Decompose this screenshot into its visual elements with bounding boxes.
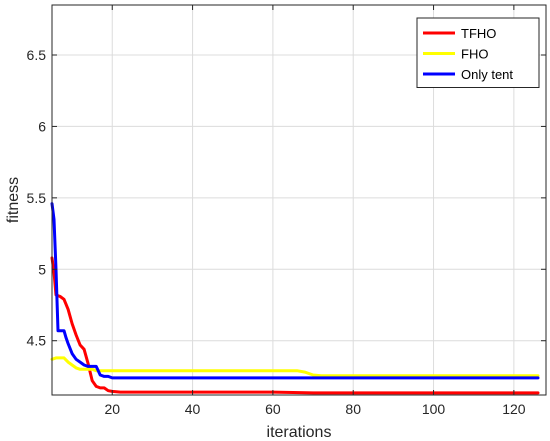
- legend: TFHO FHO Only tent: [416, 17, 540, 88]
- x-tick-label: 40: [185, 401, 201, 417]
- series-line-3: [50, 202, 540, 380]
- legend-label: TFHO: [461, 26, 496, 41]
- series-line-2: [50, 356, 540, 378]
- x-tick-label: 80: [345, 401, 361, 417]
- y-tick-label: 6.5: [27, 47, 47, 63]
- y-tick-label: 5.5: [27, 190, 47, 206]
- x-tick-label: 120: [502, 401, 526, 417]
- series-lines: [50, 202, 540, 395]
- x-tick-label: 20: [104, 401, 120, 417]
- plot-frame: [51, 4, 547, 396]
- axis-ticks: 20 40 60 80 100 120 4.5 5 5.5 6 6.5: [27, 5, 546, 417]
- x-tick-label: 100: [422, 401, 446, 417]
- y-axis-label: fitness: [5, 177, 22, 223]
- legend-label: Only tent: [461, 67, 513, 82]
- y-tick-label: 4.5: [27, 333, 47, 349]
- x-tick-label: 60: [265, 401, 281, 417]
- series-line-1: [50, 256, 540, 395]
- y-tick-label: 6: [38, 118, 46, 134]
- legend-label: FHO: [461, 47, 488, 62]
- x-axis-label: iterations: [267, 424, 332, 441]
- y-tick-label: 5: [38, 261, 46, 277]
